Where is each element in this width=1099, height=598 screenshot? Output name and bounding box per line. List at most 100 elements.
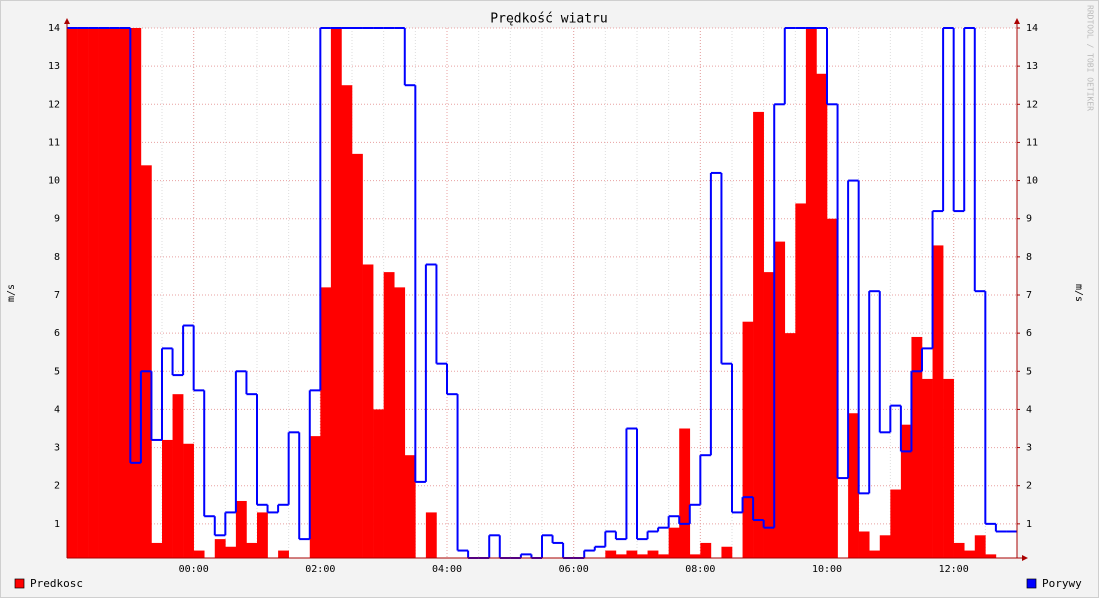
y2-tick-label: 6	[1026, 328, 1032, 339]
bar	[98, 28, 110, 558]
bar	[922, 378, 933, 558]
bar	[869, 550, 881, 558]
y2-tick-label: 5	[1026, 366, 1032, 377]
bar	[816, 73, 828, 559]
bar	[109, 28, 121, 558]
y2-axis-label: m/s	[1073, 284, 1084, 302]
y2-tick-label: 11	[1026, 137, 1038, 148]
y-tick-label: 2	[54, 481, 60, 492]
bar	[193, 550, 205, 558]
y2-tick-label: 9	[1026, 214, 1032, 225]
bar	[753, 111, 764, 559]
bar	[953, 542, 965, 558]
y-tick-label: 12	[48, 99, 60, 110]
bar	[246, 542, 258, 558]
bar	[77, 28, 89, 558]
bar	[795, 203, 807, 558]
bar	[900, 424, 912, 558]
chart-title: Prędkość wiatru	[490, 12, 607, 27]
y2-tick-label: 3	[1026, 443, 1032, 454]
y-tick-label: 1	[54, 519, 60, 530]
y-tick-label: 7	[54, 290, 60, 301]
y-tick-label: 3	[54, 443, 60, 454]
bar	[964, 550, 976, 558]
legend-swatch	[14, 578, 25, 589]
y2-tick-label: 4	[1026, 404, 1032, 415]
bar	[974, 535, 986, 558]
bar	[774, 241, 786, 558]
y-tick-label: 6	[54, 328, 60, 339]
bar	[784, 333, 796, 558]
bar	[700, 542, 712, 558]
bar	[183, 443, 194, 558]
x-tick-label: 02:00	[305, 564, 335, 575]
bar	[172, 394, 184, 558]
bar	[373, 409, 384, 558]
bar	[214, 539, 226, 558]
bar	[637, 554, 648, 558]
marks	[67, 27, 1017, 559]
bar	[985, 554, 997, 558]
y-tick-label: 11	[48, 137, 60, 148]
y2-tick-label: 14	[1026, 23, 1038, 34]
bar	[151, 542, 163, 558]
axes	[64, 18, 1028, 561]
bar	[626, 550, 638, 558]
y-tick-label: 9	[54, 214, 60, 225]
bar	[88, 28, 99, 558]
legend-swatch	[1026, 578, 1037, 589]
y-tick-label: 10	[48, 176, 60, 187]
bar	[352, 153, 363, 558]
y2-tick-label: 10	[1026, 176, 1038, 187]
bar	[647, 550, 659, 558]
bar	[932, 245, 944, 558]
bar	[320, 287, 332, 558]
bar	[383, 272, 395, 558]
y2-tick-label: 1	[1026, 519, 1032, 530]
bar	[119, 28, 131, 558]
bar	[742, 321, 754, 558]
bar	[763, 272, 775, 558]
bar	[130, 28, 142, 558]
bar	[341, 85, 353, 558]
bar	[278, 550, 289, 558]
x-tick-label: 04:00	[432, 564, 462, 575]
bar	[67, 28, 78, 558]
bar	[943, 378, 954, 558]
y2-tick-label: 2	[1026, 481, 1032, 492]
y2-tick-label: 13	[1026, 61, 1038, 72]
bar	[679, 428, 691, 558]
bar	[668, 527, 680, 558]
watermark: RRDTOOL / TOBI OETIKER	[1086, 5, 1095, 111]
bar	[805, 28, 817, 558]
bar	[658, 554, 669, 558]
y-tick-label: 14	[48, 23, 60, 34]
y-tick-label: 8	[54, 252, 60, 263]
bar	[330, 28, 342, 558]
x-tick-label: 08:00	[685, 564, 715, 575]
bar	[162, 439, 173, 558]
bar	[911, 336, 923, 558]
bar	[362, 264, 374, 558]
y-axis-label: m/s	[6, 284, 17, 302]
x-tick-label: 06:00	[559, 564, 589, 575]
bar	[689, 554, 701, 558]
x-tick-label: 10:00	[812, 564, 842, 575]
bar	[235, 500, 247, 558]
bar	[425, 512, 437, 558]
bar	[309, 436, 321, 558]
bar	[879, 535, 891, 558]
y2-tick-label: 7	[1026, 290, 1032, 301]
bar	[721, 546, 733, 558]
bar	[225, 546, 237, 558]
bar	[257, 512, 268, 558]
legend-label: Predkosc	[30, 577, 83, 590]
bar	[140, 165, 152, 559]
legend: Predkosc Porywy	[14, 577, 1082, 590]
y-tick-label: 13	[48, 61, 60, 72]
bar	[848, 413, 859, 558]
bar	[890, 489, 902, 558]
legend-label: Porywy	[1042, 577, 1082, 590]
bar	[404, 455, 416, 558]
